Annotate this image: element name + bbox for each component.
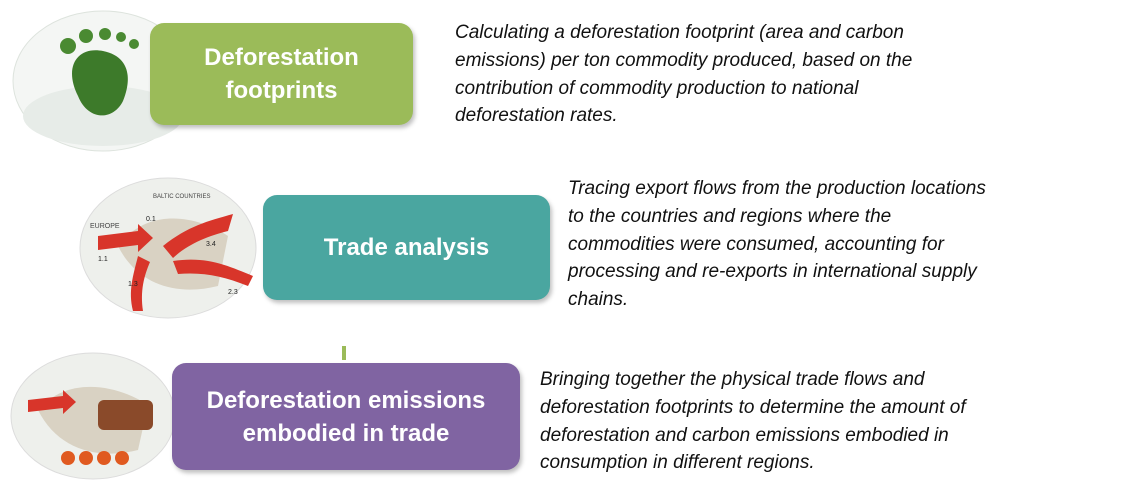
map-label: 3.4 [206,241,216,248]
map-label: 0.1 [146,216,156,223]
description-line: commodities were consumed, accounting fo… [568,233,944,255]
description-line: deforestation rates. [455,105,618,127]
description-line: to the countries and regions where the [568,205,892,227]
description-line: deforestation footprints to determine th… [540,396,966,418]
step-description: Calculating a deforestation footprint (a… [455,19,912,130]
map-label: EUROPE [90,223,120,230]
description-line: Calculating a deforestation footprint (a… [455,22,904,43]
step-title: Deforestation [204,44,359,71]
embodied-trade-image [10,352,176,480]
step-description: Bringing together the physical trade flo… [540,366,966,477]
step-box: Trade analysis [263,195,550,300]
map-label: 1.1 [98,256,108,263]
description-line: contribution of commodity production to … [455,77,859,99]
description-line: Tracing export flows from the production… [568,178,986,199]
description-line: Bringing together the physical trade flo… [540,369,925,390]
step-box: Deforestation emissions embodied in trad… [172,363,520,470]
decoration [342,346,346,360]
description-line: processing and re-exports in internation… [568,261,977,283]
map-label: BALTIC COUNTRIES [153,194,211,200]
map-label: 1.3 [128,281,138,288]
step-title: Trade analysis [323,234,490,261]
description-line: chains. [568,289,629,311]
step-box: Deforestation footprints [150,23,413,125]
step-title: Deforestation emissions [206,386,486,414]
description-line: deforestation and carbon emissions embod… [540,424,949,446]
step-title: footprints [225,77,338,104]
step-title: embodied in trade [242,419,450,447]
map-label: 2.3 [228,289,238,296]
description-line: emissions) per ton commodity produced, b… [455,49,913,71]
step-description: Tracing export flows from the production… [568,175,986,314]
description-line: consumption in different regions. [540,452,815,474]
footprint-image [12,10,194,152]
trade-map-image: BALTIC COUNTRIES EUROPE 0.1 1.1 1.3 3.4 … [79,177,257,319]
